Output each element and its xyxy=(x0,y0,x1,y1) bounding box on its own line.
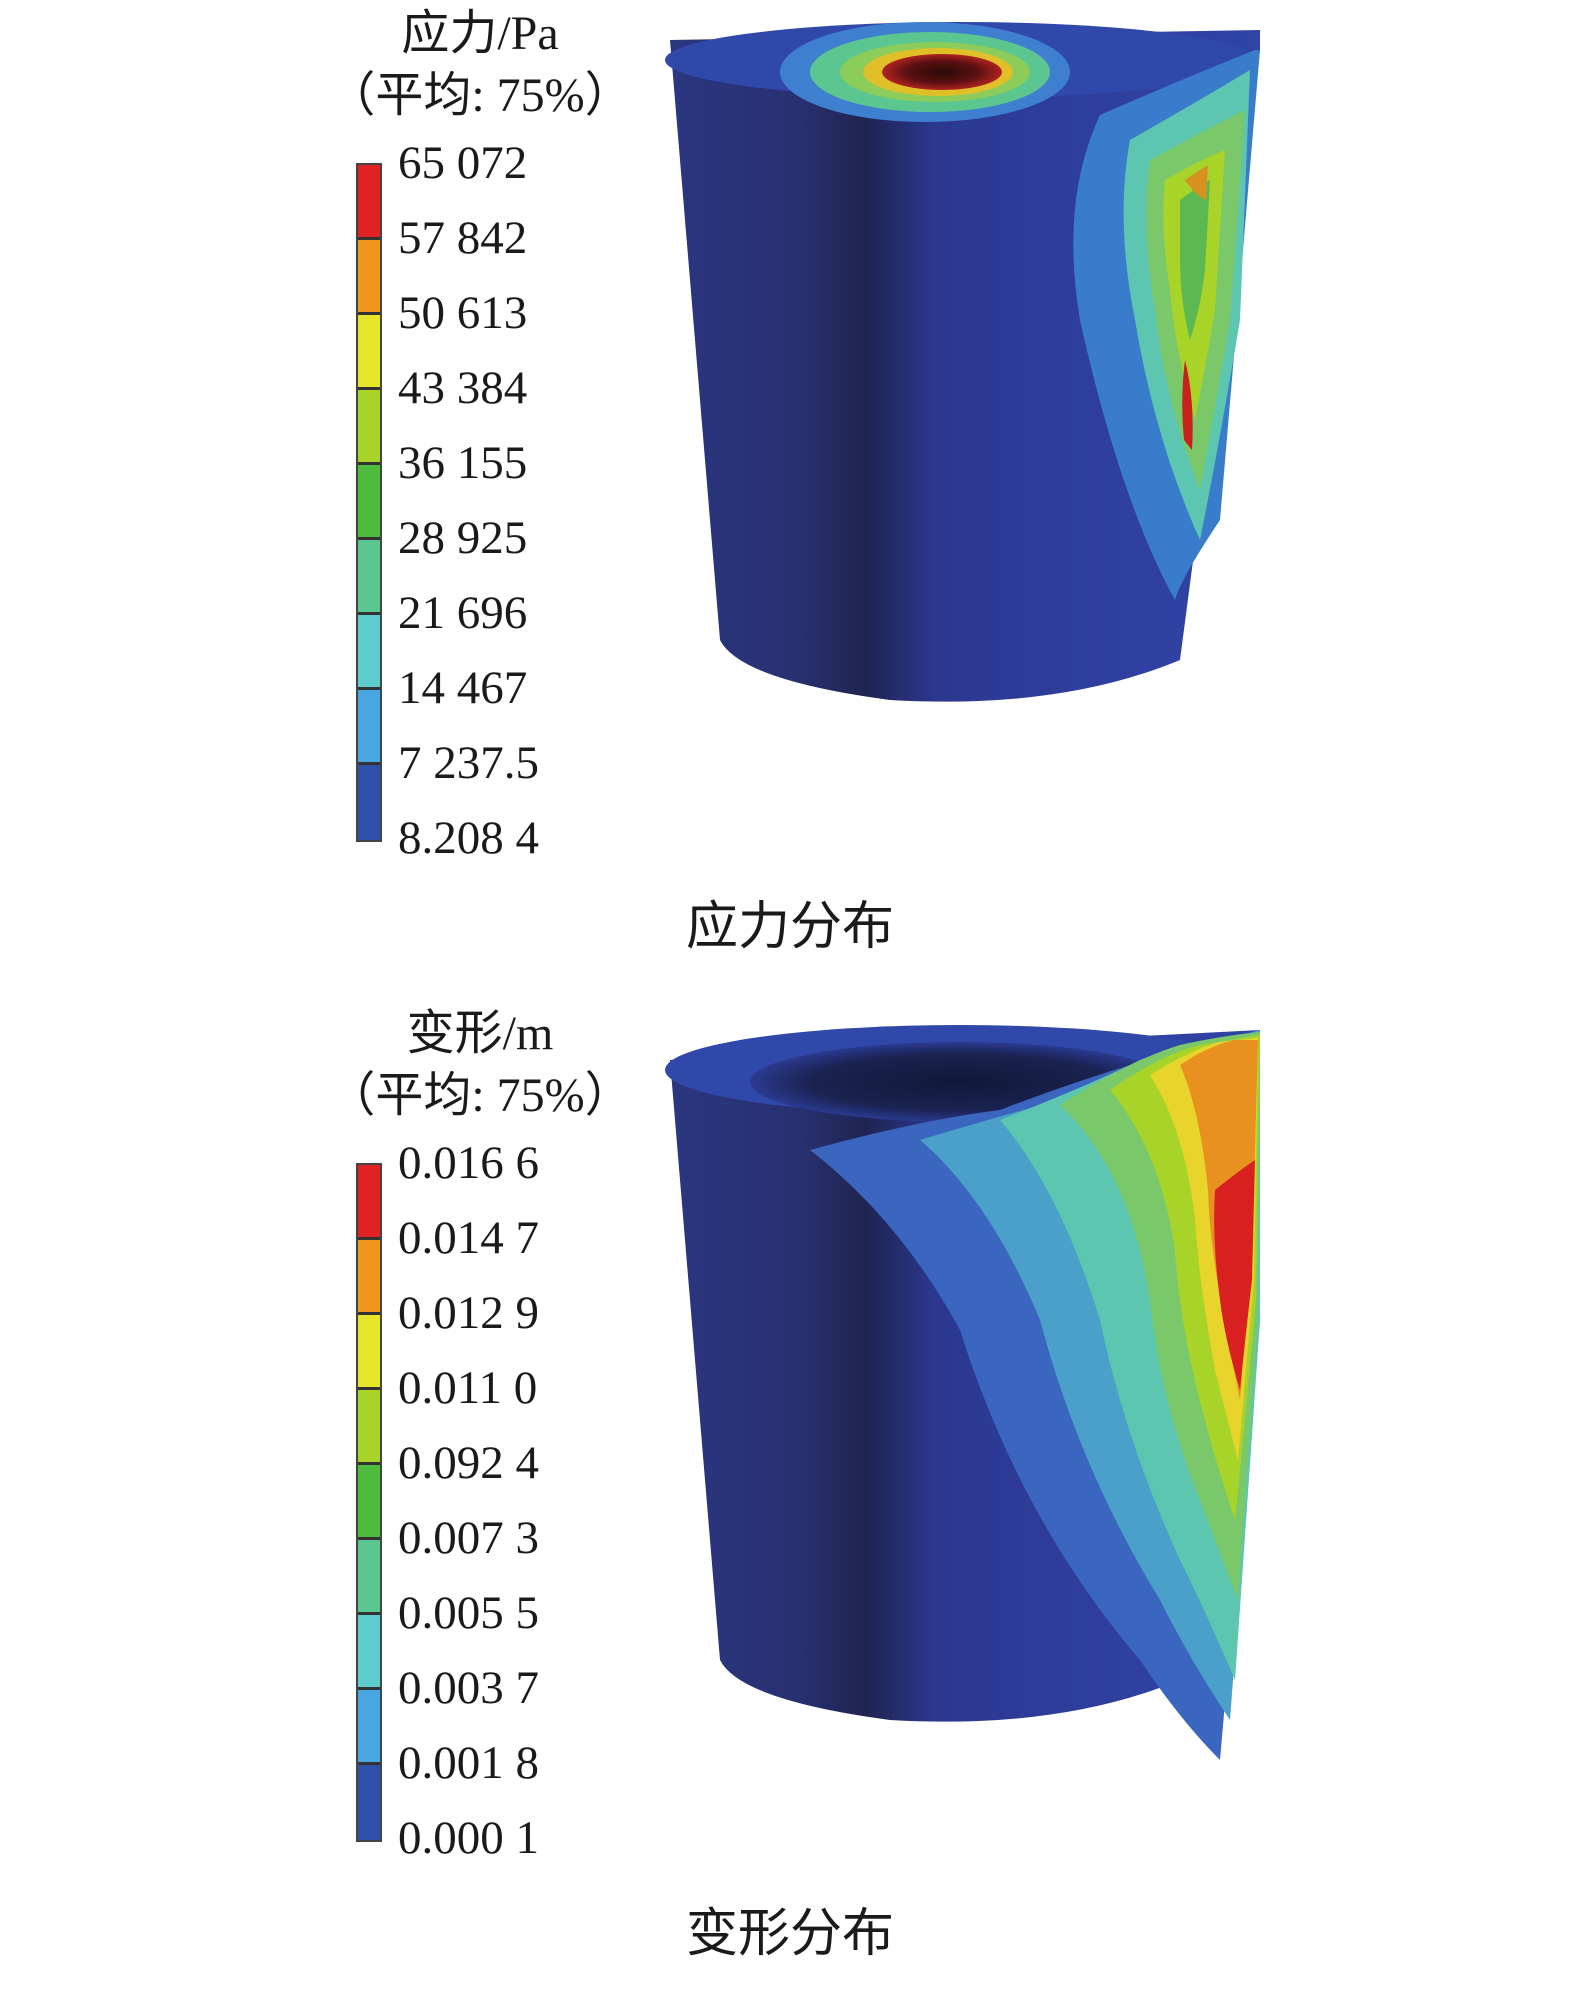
colorbar-segment xyxy=(358,765,380,840)
stress-colorbar xyxy=(356,163,382,842)
stress-tick-label: 65 072 xyxy=(398,137,528,189)
colorbar-segment xyxy=(358,615,380,690)
stress-tick-label: 7 237.5 xyxy=(398,737,539,789)
deformation-tick-label: 0.001 8 xyxy=(398,1737,539,1789)
stress-caption: 应力分布 xyxy=(685,899,894,956)
stress-tick-label: 8.208 4 xyxy=(398,812,539,864)
stress-contour-model xyxy=(665,22,1260,702)
colorbar-segment xyxy=(358,1765,380,1840)
deformation-tick-label: 0.005 5 xyxy=(398,1587,539,1639)
stress-legend-subtitle: （平均: 75%） xyxy=(327,69,633,122)
deformation-caption: 变形分布 xyxy=(685,1906,894,1963)
colorbar-segment xyxy=(358,540,380,615)
stress-tick-label: 57 842 xyxy=(398,212,528,264)
deformation-tick-label: 0.000 1 xyxy=(398,1812,539,1864)
stress-tick-label: 21 696 xyxy=(398,587,528,639)
deformation-tick-label: 0.011 0 xyxy=(398,1362,538,1414)
deformation-tick-label: 0.014 7 xyxy=(398,1212,539,1264)
colorbar-segment xyxy=(358,465,380,540)
colorbar-segment xyxy=(358,240,380,315)
colorbar-segment xyxy=(358,1465,380,1540)
deformation-tick-label: 0.012 9 xyxy=(398,1287,539,1339)
deformation-tick-label: 0.007 3 xyxy=(398,1512,539,1564)
colorbar-segment xyxy=(358,690,380,765)
stress-legend-title: 应力/Pa xyxy=(401,7,559,60)
deformation-contour-model xyxy=(665,1025,1260,1760)
deformation-colorbar xyxy=(356,1163,382,1842)
stress-tick-label: 28 925 xyxy=(398,512,528,564)
deformation-tick-label: 0.016 6 xyxy=(398,1137,539,1189)
colorbar-segment xyxy=(358,1240,380,1315)
stress-tick-label: 43 384 xyxy=(398,362,528,414)
stress-tick-label: 36 155 xyxy=(398,437,528,489)
colorbar-segment xyxy=(358,1540,380,1615)
colorbar-segment xyxy=(358,1615,380,1690)
colorbar-segment xyxy=(358,1165,380,1240)
colorbar-segment xyxy=(358,1315,380,1390)
stress-tick-label: 50 613 xyxy=(398,287,528,339)
colorbar-segment xyxy=(358,1390,380,1465)
deformation-tick-label: 0.003 7 xyxy=(398,1662,539,1714)
deformation-panel: 变形/m （平均: 75%） 0.016 6 0.014 7 0.012 9 0… xyxy=(0,1000,1575,1989)
deformation-legend-title: 变形/m xyxy=(406,1007,554,1060)
deformation-legend-subtitle: （平均: 75%） xyxy=(327,1069,633,1122)
colorbar-segment xyxy=(358,315,380,390)
colorbar-segment xyxy=(358,165,380,240)
deformation-tick-label: 0.092 4 xyxy=(398,1437,539,1489)
stress-tick-label: 14 467 xyxy=(398,662,528,714)
colorbar-segment xyxy=(358,1690,380,1765)
colorbar-segment xyxy=(358,390,380,465)
stress-panel: 应力/Pa （平均: 75%） 65 072 57 842 50 613 43 … xyxy=(0,0,1575,989)
